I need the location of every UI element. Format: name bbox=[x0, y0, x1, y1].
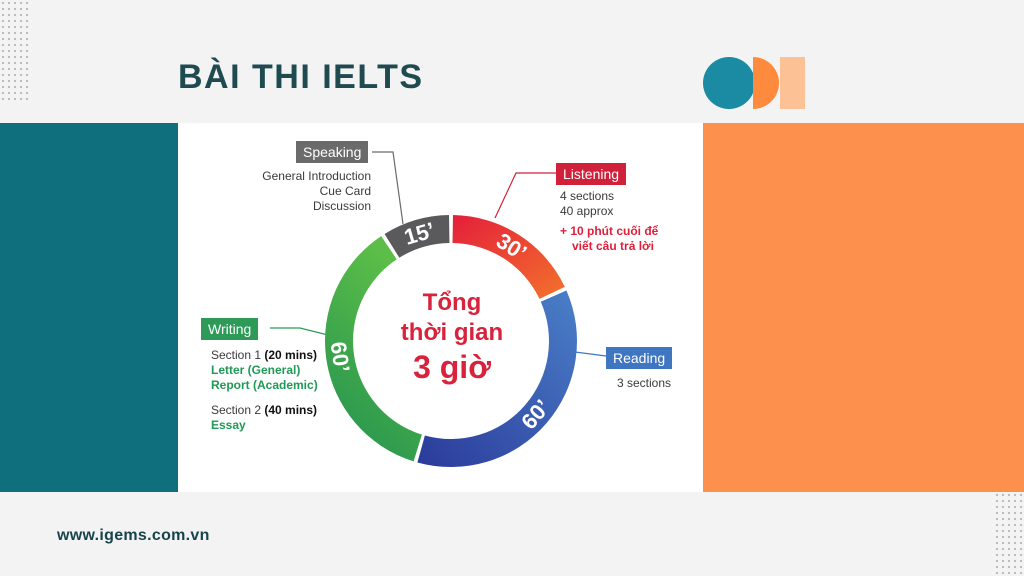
listening-detail: 40 approx bbox=[560, 204, 614, 218]
brand-logo bbox=[703, 57, 805, 109]
listening-extra-time: + 10 phút cuối để bbox=[560, 224, 659, 238]
reading-detail: 3 sections bbox=[617, 376, 672, 390]
listening-tag: Listening bbox=[556, 163, 627, 185]
listening-detail: 4 sections bbox=[560, 189, 615, 203]
footer-url: www.igems.com.vn bbox=[57, 527, 210, 544]
speaking-tag: Speaking bbox=[296, 141, 369, 163]
dot-pattern bbox=[0, 0, 30, 102]
speaking-detail: Cue Card bbox=[319, 184, 371, 198]
reading-tag: Reading bbox=[606, 347, 673, 369]
listening-notes: 4 sections 40 approx + 10 phút cuối để v… bbox=[560, 189, 658, 254]
writing-task: Letter (General) bbox=[211, 363, 301, 377]
writing-segment bbox=[325, 236, 422, 462]
listening-segment bbox=[452, 215, 565, 299]
writing-task: Report (Academic) bbox=[211, 378, 318, 392]
writing-tag: Writing bbox=[201, 318, 259, 340]
speaking-segment bbox=[384, 215, 450, 258]
writing-duration-label: 60’ bbox=[326, 340, 355, 374]
center-line-3: 3 giờ bbox=[413, 349, 491, 385]
center-line-1: Tổng bbox=[422, 289, 482, 316]
page-title: BÀI THI IELTS bbox=[178, 58, 424, 96]
right-band bbox=[703, 123, 1024, 492]
center-line-2: thời gian bbox=[400, 319, 504, 346]
writing-section-2: Section 2 (40 mins) bbox=[211, 403, 318, 417]
speaking-notes: General Introduction Cue Card Discussion bbox=[226, 169, 371, 214]
listening-leader-line bbox=[494, 172, 556, 219]
speaking-detail: Discussion bbox=[312, 199, 371, 213]
speaking-detail: General Introduction bbox=[262, 169, 371, 183]
writing-section-1: Section 1 (20 mins) bbox=[211, 348, 318, 362]
reading-segment bbox=[417, 290, 577, 467]
total-time-label: Tổng thời gian 3 giờ bbox=[357, 288, 547, 386]
reading-leader-line bbox=[574, 351, 607, 357]
listening-extra-time: viết câu trả lời bbox=[572, 239, 654, 253]
speaking-leader-line bbox=[372, 151, 404, 225]
writing-notes: Section 1 (20 mins) Letter (General) Rep… bbox=[211, 348, 318, 433]
reading-notes: 3 sections bbox=[617, 376, 671, 391]
writing-leader-line bbox=[270, 327, 333, 337]
writing-task: Essay bbox=[211, 418, 246, 432]
left-band bbox=[0, 123, 178, 492]
